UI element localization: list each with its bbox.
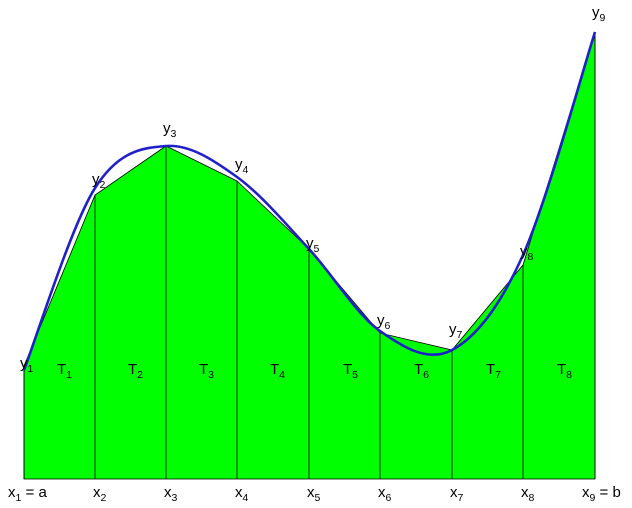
x-label-1: x1 = a — [8, 484, 47, 504]
trapezoid-fill — [23, 31, 596, 480]
trapezoid-label-7: T7 — [486, 361, 501, 381]
x-point-labels: x1 = a x2 x3 x4 x5 x6 x7 x8 x9 = b — [8, 484, 621, 504]
trapezoid-label-1: T1 — [57, 361, 72, 381]
y-label-4: y4 — [235, 156, 249, 176]
y-label-6: y6 — [377, 312, 391, 332]
trapezoid-label-5: T5 — [343, 361, 358, 381]
x-label-5: x5 — [307, 484, 321, 504]
trapezoid-label-2: T2 — [128, 361, 143, 381]
y-label-7: y7 — [449, 321, 463, 341]
y-label-8: y8 — [520, 243, 534, 263]
x-label-8: x8 — [521, 484, 535, 504]
trapezoid-label-6: T6 — [414, 361, 429, 381]
y-label-2: y2 — [92, 171, 106, 191]
trapezoid-labels: T1 T2 T3 T4 T5 T6 T7 T8 — [57, 361, 572, 381]
x-label-2: x2 — [93, 484, 107, 504]
y-label-9: y9 — [592, 4, 606, 24]
y-point-labels: y1 y2 y3 y4 y5 y6 y7 y8 y9 — [20, 4, 606, 375]
trapezoid-dividers — [23, 32, 596, 479]
trapezoid-label-3: T3 — [199, 361, 214, 381]
y-label-1: y1 — [20, 355, 34, 375]
x-label-7: x7 — [450, 484, 464, 504]
y-label-3: y3 — [163, 120, 177, 140]
x-label-6: x6 — [378, 484, 392, 504]
trapezoid-label-8: T8 — [557, 361, 572, 381]
x-label-9: x9 = b — [582, 484, 621, 504]
x-label-3: x3 — [164, 484, 178, 504]
y-label-5: y5 — [306, 235, 320, 255]
function-curve — [22, 31, 597, 371]
trapezoid-areas — [23, 31, 596, 480]
trapezoid-label-4: T4 — [270, 361, 285, 381]
x-label-4: x4 — [235, 484, 249, 504]
